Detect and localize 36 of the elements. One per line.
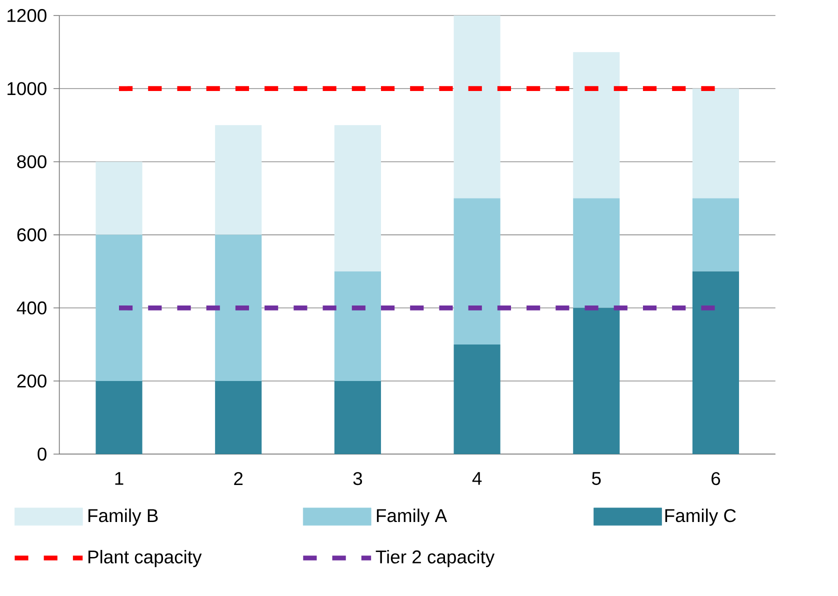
y-tick-label: 600 [17, 228, 46, 242]
bar [215, 125, 262, 235]
bar [573, 52, 620, 198]
bar [334, 125, 381, 272]
bar [215, 234, 262, 382]
bar [692, 88, 740, 198]
bar [454, 198, 500, 345]
y-tick-label: 1200 [8, 9, 46, 22]
x-tick-label: 4 [472, 472, 482, 485]
bar [692, 198, 740, 272]
bar [215, 381, 262, 454]
x-tick-label: 5 [592, 472, 601, 486]
bar [96, 381, 142, 454]
y-tick-label: 400 [16, 301, 46, 315]
legend-label: Tier 2 capacity [376, 550, 495, 568]
legend-label: Plant capacity [88, 550, 202, 568]
legend-label: Family A [376, 508, 448, 526]
x-tick-label: 2 [234, 472, 243, 486]
y-tick-label: 800 [17, 155, 46, 168]
y-tick-label: 1000 [8, 82, 46, 96]
bar [454, 16, 500, 198]
bar [96, 234, 142, 382]
bar [454, 344, 500, 454]
y-tick-label: 200 [17, 374, 46, 388]
bar [692, 271, 740, 454]
bar [334, 381, 381, 454]
bar [96, 162, 142, 235]
x-tick-label: 6 [712, 472, 720, 486]
legend-label: Family C [665, 508, 736, 526]
bar [334, 271, 381, 382]
bar [573, 308, 620, 454]
y-tick-label: 0 [38, 448, 46, 461]
x-tick-label: 1 [115, 472, 124, 485]
x-tick-label: 3 [353, 472, 362, 486]
legend-label: Family B [88, 508, 158, 526]
bar [573, 198, 620, 308]
